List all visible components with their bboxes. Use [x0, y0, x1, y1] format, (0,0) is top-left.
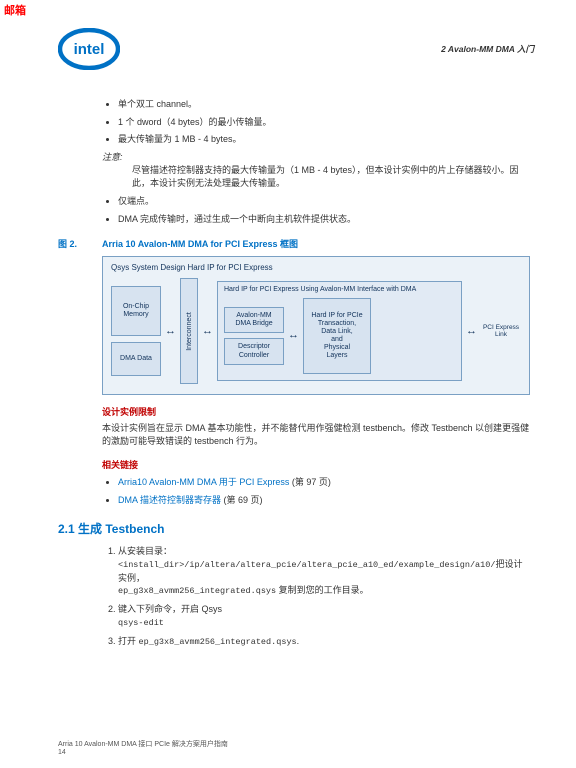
step-text: 复制到您的工作目录。	[276, 585, 369, 595]
figure-caption: Arria 10 Avalon-MM DMA for PCI Express 框…	[102, 239, 298, 249]
step-item: 从安装目录： <install_dir>/ip/altera/altera_pci…	[118, 545, 530, 598]
related-link[interactable]: DMA 描述符控制器寄存器	[118, 495, 221, 505]
link-suffix: (第 69 页)	[221, 495, 263, 505]
arrow-icon: ↔	[288, 330, 299, 341]
link-suffix: (第 97 页)	[289, 477, 331, 487]
footer: Arria 10 Avalon-MM DMA 接口 PCIe 解决方案用户指南 …	[58, 739, 530, 756]
list-item: Arria10 Avalon-MM DMA 用于 PCI Express (第 …	[118, 476, 530, 489]
mid-stack: Avalon-MM DMA Bridge Descriptor Controll…	[224, 307, 284, 364]
code: ep_g3x8_avmm256_integrated.qsys	[118, 586, 276, 596]
descriptor-box: Descriptor Controller	[224, 338, 284, 364]
hardip-title: Hard IP for PCI Express Using Avalon-MM …	[224, 286, 455, 294]
step-text: .	[297, 636, 300, 646]
related-links: Arria10 Avalon-MM DMA 用于 PCI Express (第 …	[102, 476, 530, 506]
diagram-title: Qsys System Design Hard IP for PCI Expre…	[111, 263, 521, 272]
step-item: 打开 ep_g3x8_avmm256_integrated.qsys.	[118, 635, 530, 649]
code: ep_g3x8_avmm256_integrated.qsys	[139, 637, 297, 647]
section-num: 2.1	[58, 522, 75, 536]
left-stack: On-Chip Memory DMA Data	[111, 286, 161, 376]
hardip-outer: Hard IP for PCI Express Using Avalon-MM …	[217, 281, 462, 381]
step-text: 键入下列命令，开启 Qsys	[118, 604, 222, 614]
block-diagram: Qsys System Design Hard IP for PCI Expre…	[102, 256, 530, 395]
figure-num: 图 2.	[58, 237, 102, 250]
list-item: 最大传输量为 1 MB - 4 bytes。	[118, 133, 530, 146]
note: 注意: 尽管描述符控制器支持的最大传输量为（1 MB - 4 bytes），但本…	[102, 151, 530, 190]
hardip-pcie-box: Hard IP for PCIe Transaction, Data Link,…	[303, 298, 371, 374]
list-item: 仅端点。	[118, 195, 530, 208]
footer-title: Arria 10 Avalon-MM DMA 接口 PCIe 解决方案用户指南	[58, 739, 530, 749]
list-item: DMA 描述符控制器寄存器 (第 69 页)	[118, 494, 530, 507]
bullet-list-1: 单个双工 channel。 1 个 dword（4 bytes）的最小传输量。 …	[102, 98, 530, 146]
limit-heading: 设计实例限制	[102, 405, 530, 418]
dma-bridge-box: Avalon-MM DMA Bridge	[224, 307, 284, 333]
page: intel 2 Avalon-MM DMA 入门 单个双工 channel。 1…	[0, 20, 576, 768]
code: <install_dir>/ip/altera/altera_pcie/alte…	[118, 560, 495, 570]
dma-data-box: DMA Data	[111, 342, 161, 376]
page-number: 14	[58, 749, 530, 756]
interconnect-box: Interconnect	[180, 278, 198, 384]
code: qsys-edit	[118, 618, 164, 628]
figure-label: 图 2.Arria 10 Avalon-MM DMA for PCI Expre…	[58, 237, 530, 250]
note-label: 注意:	[102, 152, 123, 162]
bullet-list-2: 仅端点。 DMA 完成传输时，通过生成一个中断向主机软件提供状态。	[102, 195, 530, 225]
content: 单个双工 channel。 1 个 dword（4 bytes）的最小传输量。 …	[102, 98, 530, 756]
arrow-icon: ↔	[202, 326, 213, 337]
limit-body: 本设计实例旨在显示 DMA 基本功能性，并不能替代用作强健检测 testbenc…	[102, 422, 530, 448]
list-item: 单个双工 channel。	[118, 98, 530, 111]
pci-link-label: PCI Express Link	[481, 324, 521, 338]
header-title: 2 Avalon-MM DMA 入门	[441, 43, 534, 55]
svg-text:intel: intel	[74, 41, 105, 58]
intel-logo: intel	[58, 28, 120, 70]
arrow-icon: ↔	[466, 326, 477, 337]
step-text: 打开	[118, 636, 139, 646]
related-heading: 相关链接	[102, 458, 530, 471]
step-text: 从安装目录：	[118, 546, 172, 556]
mailbox-label: 邮箱	[0, 0, 576, 20]
onchip-memory-box: On-Chip Memory	[111, 286, 161, 336]
interconnect-label: Interconnect	[186, 312, 193, 351]
header: intel 2 Avalon-MM DMA 入门	[58, 28, 534, 70]
arrow-icon: ↔	[165, 326, 176, 337]
list-item: 1 个 dword（4 bytes）的最小传输量。	[118, 116, 530, 129]
list-item: DMA 完成传输时，通过生成一个中断向主机软件提供状态。	[118, 213, 530, 226]
related-link[interactable]: Arria10 Avalon-MM DMA 用于 PCI Express	[118, 477, 289, 487]
section-title: 生成 Testbench	[78, 522, 164, 536]
section-heading: 2.1 生成 Testbench	[58, 520, 530, 537]
steps-list: 从安装目录： <install_dir>/ip/altera/altera_pci…	[102, 545, 530, 648]
note-body: 尽管描述符控制器支持的最大传输量为（1 MB - 4 bytes），但本设计实例…	[132, 164, 530, 190]
step-item: 键入下列命令，开启 Qsys qsys-edit	[118, 603, 530, 629]
